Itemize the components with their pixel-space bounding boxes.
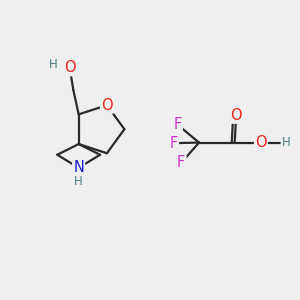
- Text: H: H: [282, 136, 290, 149]
- Text: O: O: [255, 135, 267, 150]
- Text: N: N: [73, 160, 84, 175]
- Text: F: F: [173, 117, 182, 132]
- Text: F: F: [177, 155, 185, 170]
- Text: F: F: [170, 136, 178, 151]
- Text: H: H: [49, 58, 58, 70]
- Text: O: O: [64, 60, 76, 75]
- Text: H: H: [74, 175, 83, 188]
- Text: O: O: [101, 98, 113, 113]
- Text: O: O: [230, 108, 242, 123]
